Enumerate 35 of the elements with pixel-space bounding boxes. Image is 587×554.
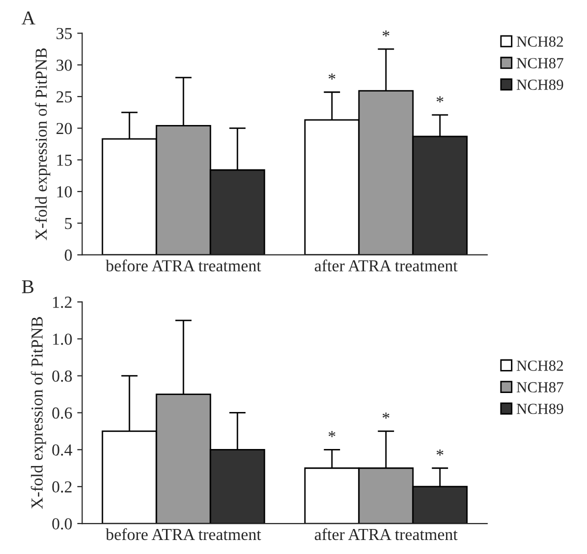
chart-title: A — [22, 12, 36, 24]
chart-title: B — [22, 280, 34, 294]
y-tick-label: 0.2 — [52, 481, 72, 493]
legend-label: NCH87 — [516, 58, 564, 68]
y-tick-label: 0 — [64, 250, 72, 261]
y-tick-label: 25 — [56, 91, 72, 102]
legend-label: NCH89 — [516, 404, 564, 414]
y-tick-label: 0.8 — [52, 370, 72, 382]
y-axis-title: X-fold expression of PitPNB — [30, 317, 46, 509]
legend-label: NCH82 — [516, 360, 563, 371]
y-tick-label: 1.0 — [53, 334, 72, 345]
y-tick-label: 10 — [57, 186, 72, 198]
y-tick-label: 0.4 — [52, 444, 72, 456]
x-tick-label: before ATRA treatment — [106, 528, 262, 540]
y-tick-label: 1.2 — [53, 296, 72, 308]
y-tick-label: 30 — [56, 60, 72, 71]
y-tick-label: 0.0 — [52, 518, 72, 530]
annotation: * — [382, 30, 390, 37]
x-tick-label: before ATRA treatment — [106, 260, 262, 272]
annotation: * — [328, 73, 336, 80]
annotation: * — [436, 96, 444, 102]
x-tick-label: after ATRA treatment — [314, 528, 458, 540]
y-tick-label: 0.6 — [52, 407, 72, 419]
legend-label: NCH89 — [516, 80, 564, 90]
annotation: * — [436, 450, 444, 456]
x-tick-label: after ATRA treatment — [314, 260, 458, 272]
y-tick-label: 20 — [56, 122, 72, 134]
legend-label: NCH87 — [516, 382, 564, 392]
y-axis-title: X-fold expression of PitPNB — [34, 48, 50, 240]
annotation: * — [382, 412, 390, 419]
annotation: * — [328, 431, 336, 438]
y-tick-label: 35 — [56, 28, 72, 40]
y-tick-label: 15 — [57, 154, 72, 166]
legend-label: NCH82 — [516, 36, 563, 47]
y-tick-label: 5 — [65, 218, 72, 230]
